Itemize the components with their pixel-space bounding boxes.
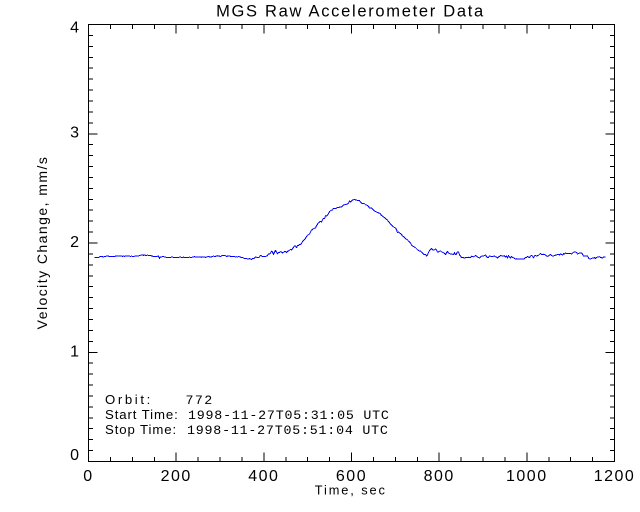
svg-text:Velocity Change, mm/s: Velocity Change, mm/s: [34, 156, 50, 330]
svg-text:4: 4: [70, 20, 80, 37]
svg-text:1: 1: [70, 344, 80, 361]
svg-text:Start Time:: Start Time:: [105, 407, 179, 422]
svg-text:772: 772: [186, 393, 214, 408]
svg-text:1200: 1200: [594, 468, 636, 485]
svg-text:Orbit:: Orbit:: [105, 392, 153, 407]
svg-text:1998-11-27T05:31:05 UTC: 1998-11-27T05:31:05 UTC: [188, 408, 390, 423]
svg-text:1998-11-27T05:51:04 UTC: 1998-11-27T05:51:04 UTC: [187, 423, 389, 438]
svg-text:MGS Raw Accelerometer Data: MGS Raw Accelerometer Data: [216, 3, 485, 21]
svg-text:0: 0: [70, 447, 80, 464]
svg-text:Stop Time:: Stop Time:: [105, 422, 177, 437]
svg-text:800: 800: [424, 468, 455, 485]
svg-text:0: 0: [83, 468, 93, 485]
svg-text:1000: 1000: [506, 468, 548, 485]
svg-text:3: 3: [70, 125, 80, 142]
svg-text:2: 2: [70, 234, 80, 251]
svg-text:Time, sec: Time, sec: [315, 483, 387, 498]
svg-text:400: 400: [248, 468, 279, 485]
svg-text:200: 200: [161, 468, 192, 485]
svg-text:600: 600: [336, 468, 367, 485]
